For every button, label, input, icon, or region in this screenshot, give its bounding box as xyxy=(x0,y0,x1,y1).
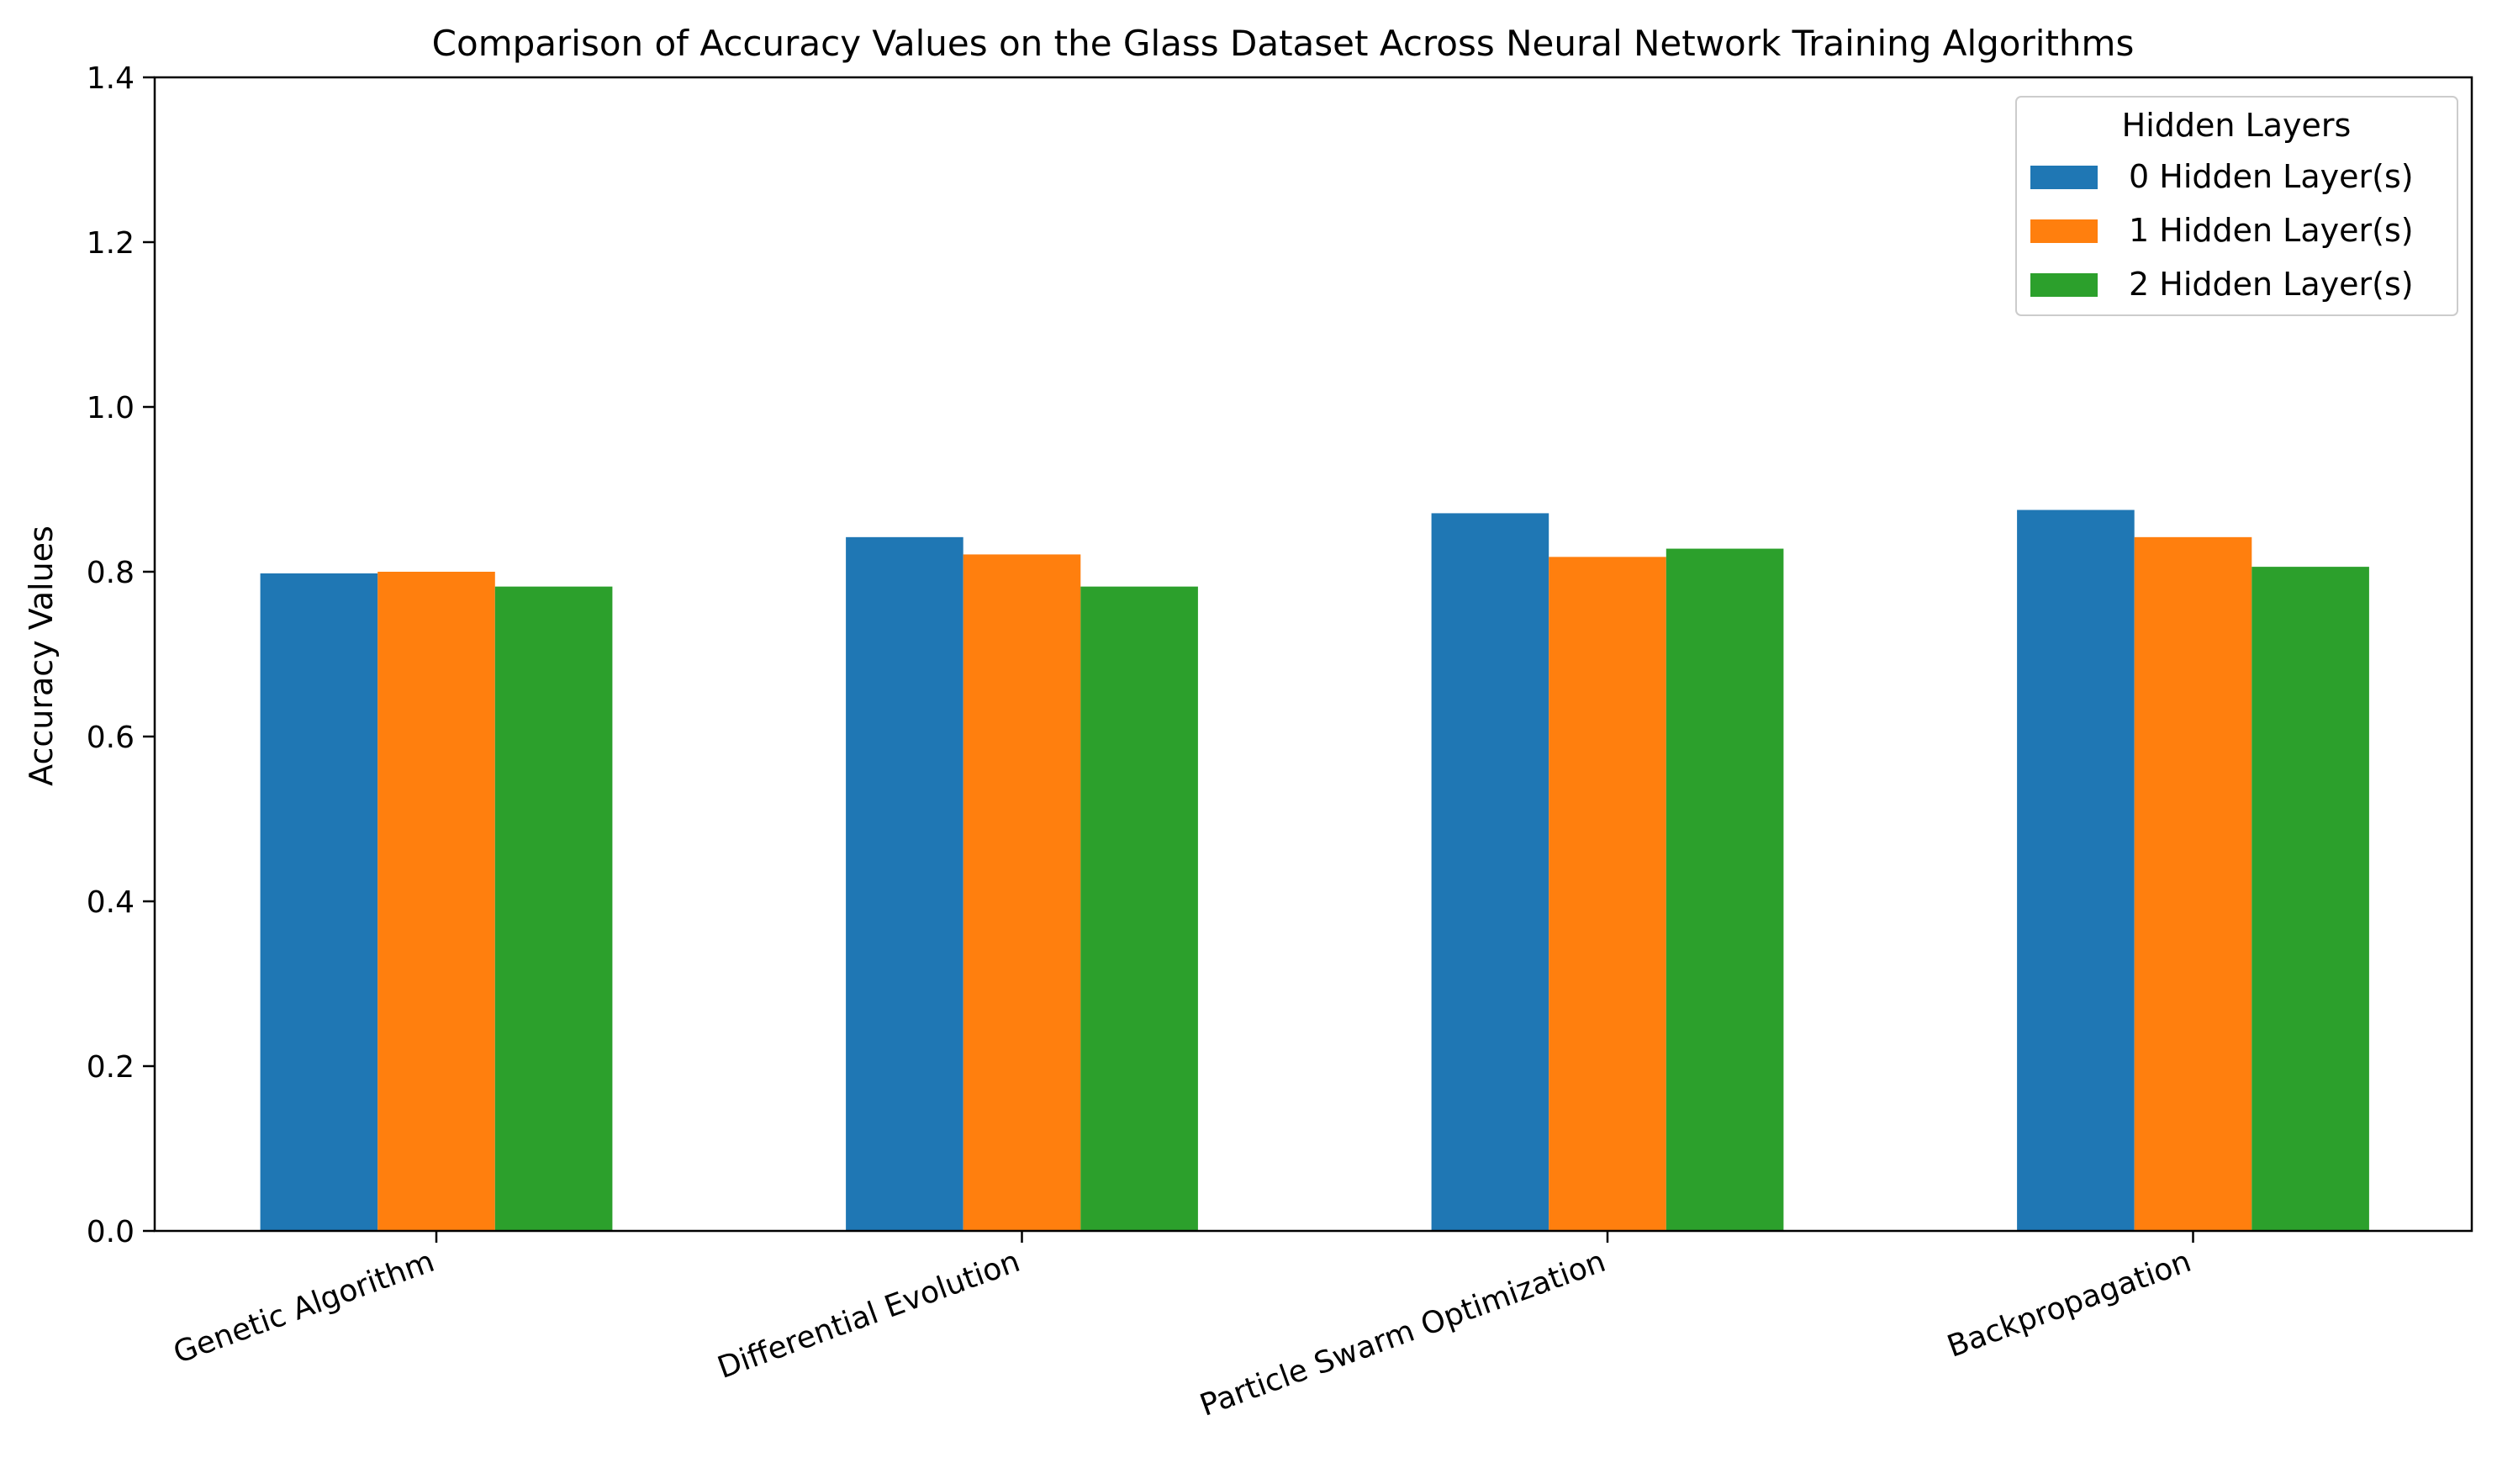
y-tick-label: 1.0 xyxy=(87,391,135,425)
x-axis-ticks: Genetic Algorithm Differential Evolution P… xyxy=(169,1231,2196,1423)
legend-label: 1 Hidden Layer(s) xyxy=(2129,212,2414,249)
y-tick-label: 0.4 xyxy=(87,885,135,920)
chart-title: Comparison of Accuracy Values on the Gla… xyxy=(432,23,2135,64)
legend-swatch xyxy=(2030,273,2098,297)
legend-box xyxy=(2015,96,2458,316)
legend-entries: 0 Hidden Layer(s) 1 Hidden Layer(s) 2 Hidd… xyxy=(2030,158,2414,303)
x-tick-label: Genetic Algorithm xyxy=(169,1244,439,1370)
legend-title: Hidden Layers xyxy=(2122,107,2352,144)
bar-series-1-cat-1 xyxy=(963,554,1081,1231)
bar-series-2-cat-0 xyxy=(494,586,613,1231)
y-tick-label: 0.2 xyxy=(87,1050,135,1085)
legend: Hidden Layers 0 Hidden Layer(s) 1 Hidden … xyxy=(2015,96,2458,316)
x-tick-label: Particle Swarm Optimization xyxy=(1196,1244,1610,1423)
y-tick-label: 0.0 xyxy=(87,1215,135,1249)
legend-label: 0 Hidden Layer(s) xyxy=(2129,158,2414,195)
bar-series-2-cat-3 xyxy=(2252,567,2369,1231)
bar-series-0-cat-1 xyxy=(846,536,963,1231)
bar-series-2-cat-2 xyxy=(1666,548,1784,1231)
bar-series-0-cat-2 xyxy=(1431,513,1549,1231)
y-tick-label: 1.4 xyxy=(87,61,135,96)
y-tick-label: 0.8 xyxy=(87,556,135,590)
x-tick-label: Differential Evolution xyxy=(713,1244,1024,1386)
bar-series-0-cat-3 xyxy=(2017,510,2135,1231)
bar-series-0-cat-0 xyxy=(260,573,378,1231)
bar-series-1-cat-0 xyxy=(377,572,495,1231)
bar-series-1-cat-3 xyxy=(2134,536,2252,1231)
x-tick-label: Backpropagation xyxy=(1943,1244,2196,1365)
bar-series-2-cat-1 xyxy=(1080,586,1198,1231)
legend-swatch xyxy=(2030,219,2098,243)
legend-label: 2 Hidden Layer(s) xyxy=(2129,266,2414,303)
bars-group xyxy=(260,510,2369,1231)
legend-swatch xyxy=(2030,166,2098,189)
y-tick-label: 1.2 xyxy=(87,226,135,261)
y-tick-label: 0.6 xyxy=(87,721,135,755)
y-axis-label: Accuracy Values xyxy=(23,525,60,786)
bar-series-1-cat-2 xyxy=(1549,557,1666,1231)
plot-area-frame xyxy=(153,76,2473,1233)
y-axis-ticks: 0.0 0.2 0.4 0.6 0.8 1.0 1.2 1.4 xyxy=(87,61,155,1249)
